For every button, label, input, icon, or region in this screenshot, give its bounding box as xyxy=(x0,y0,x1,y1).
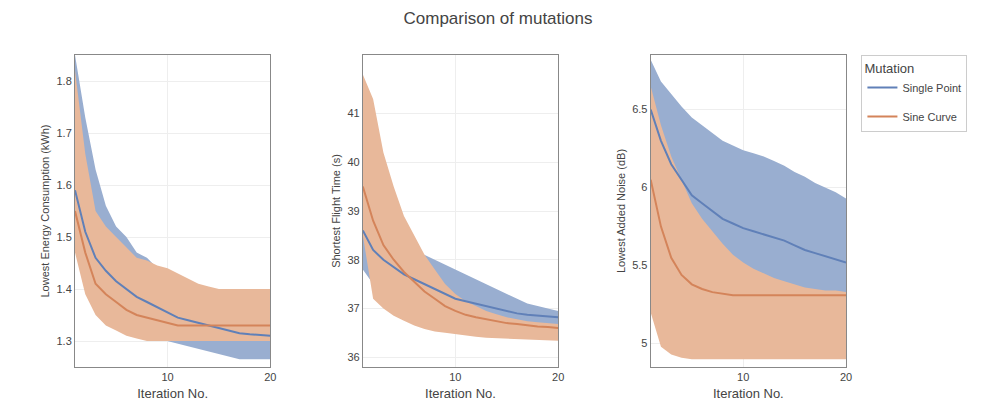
svg-text:5: 5 xyxy=(641,337,647,349)
svg-text:10: 10 xyxy=(449,371,461,383)
svg-text:Iteration No.: Iteration No. xyxy=(713,386,784,401)
svg-text:40: 40 xyxy=(347,156,359,168)
svg-text:10: 10 xyxy=(161,371,173,383)
svg-text:1.4: 1.4 xyxy=(57,283,72,295)
svg-text:Iteration No.: Iteration No. xyxy=(137,386,208,401)
svg-text:10: 10 xyxy=(737,371,749,383)
svg-text:6.5: 6.5 xyxy=(632,103,647,115)
svg-text:6: 6 xyxy=(641,181,647,193)
svg-text:20: 20 xyxy=(264,371,276,383)
svg-text:Mutation: Mutation xyxy=(864,61,914,76)
svg-text:Sine Curve: Sine Curve xyxy=(902,111,956,123)
svg-text:Comparison of mutations: Comparison of mutations xyxy=(404,9,593,28)
svg-text:1.5: 1.5 xyxy=(57,231,72,243)
svg-text:Single Point: Single Point xyxy=(902,82,961,94)
svg-text:Iteration No.: Iteration No. xyxy=(425,386,496,401)
svg-text:38: 38 xyxy=(347,254,359,266)
svg-text:Shortest Flight Time (s): Shortest Flight Time (s) xyxy=(330,154,342,268)
svg-text:41: 41 xyxy=(347,107,359,119)
svg-text:Lowest Energy Consumption (kWh: Lowest Energy Consumption (kWh) xyxy=(39,124,51,297)
svg-text:20: 20 xyxy=(552,371,564,383)
svg-text:5.5: 5.5 xyxy=(632,259,647,271)
svg-text:1.8: 1.8 xyxy=(57,75,72,87)
svg-text:36: 36 xyxy=(347,351,359,363)
svg-text:39: 39 xyxy=(347,205,359,217)
svg-text:20: 20 xyxy=(840,371,852,383)
svg-text:1.3: 1.3 xyxy=(57,335,72,347)
svg-text:Lowest Added Noise (dB): Lowest Added Noise (dB) xyxy=(615,149,627,273)
svg-text:37: 37 xyxy=(347,302,359,314)
svg-text:1.6: 1.6 xyxy=(57,179,72,191)
svg-text:1.7: 1.7 xyxy=(57,127,72,139)
